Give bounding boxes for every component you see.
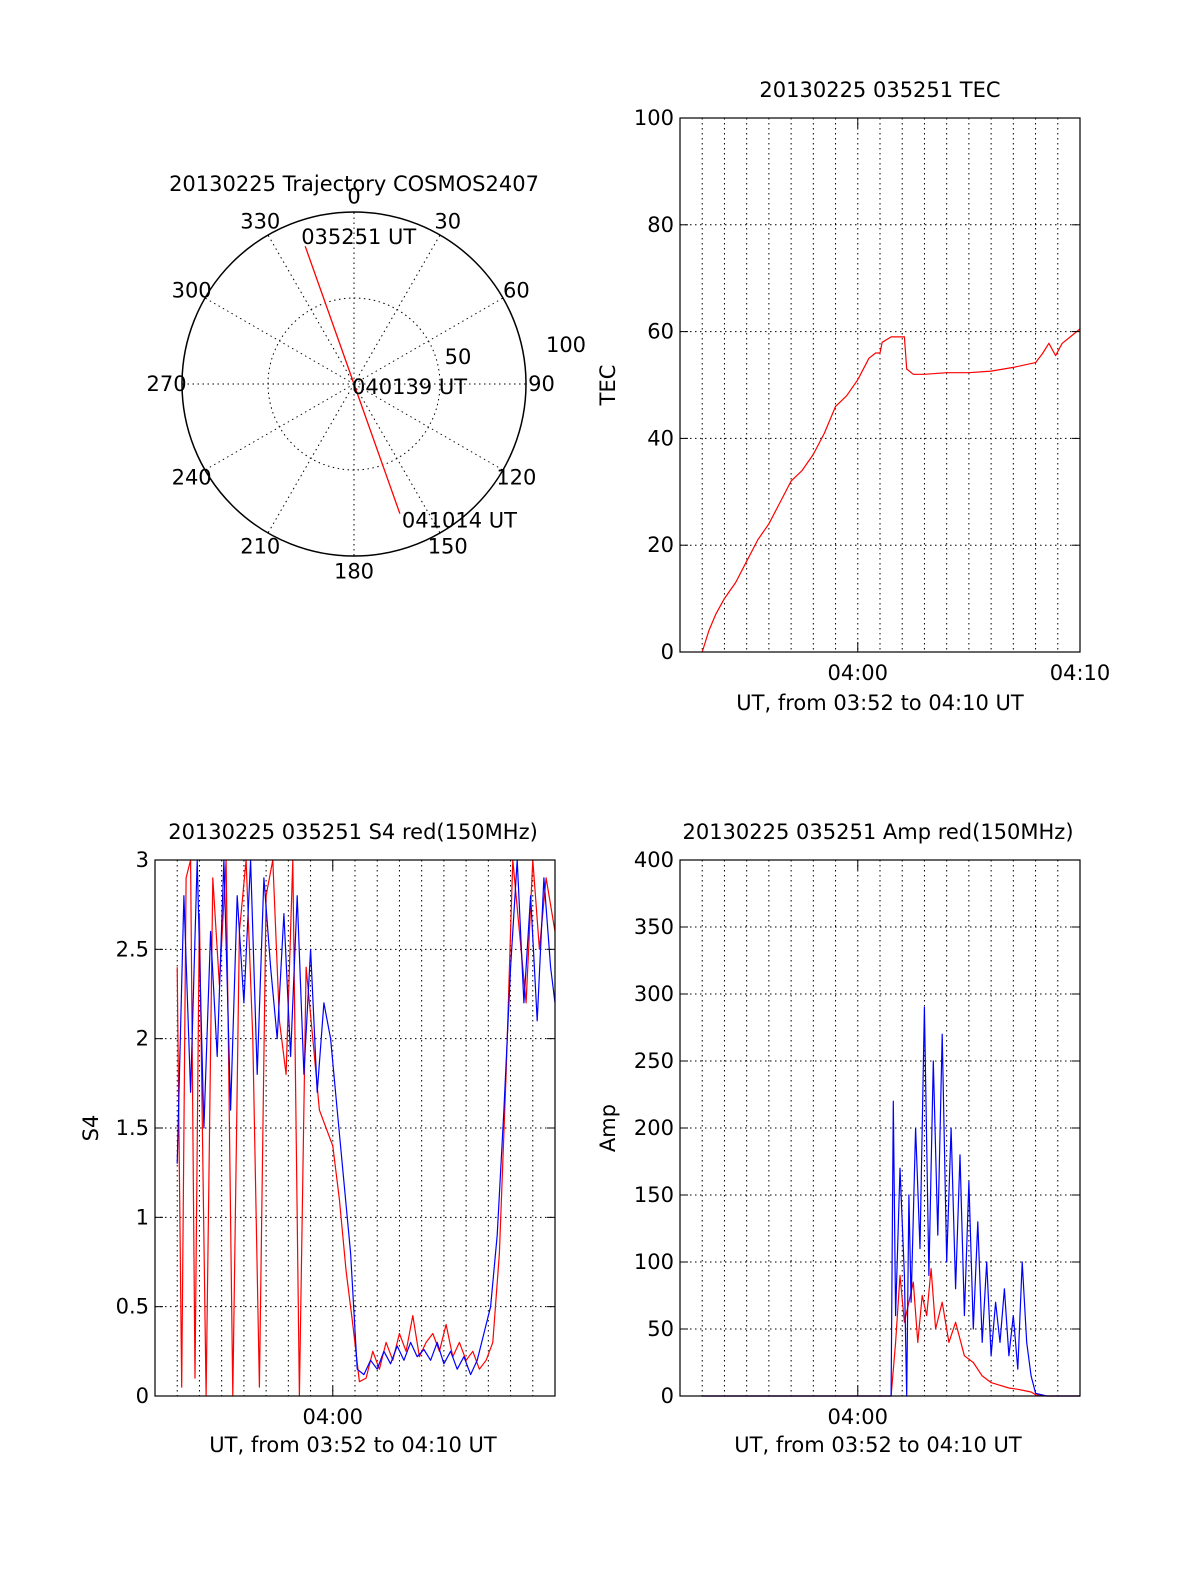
amp-ytick-label: 350	[634, 915, 674, 939]
tec-xtick-label: 04:00	[828, 661, 889, 685]
s4-ytick-label: 2.5	[116, 937, 149, 961]
tec-ytick-label: 60	[647, 320, 674, 344]
polar-angle-label: 240	[172, 466, 212, 490]
s4-series-line-1	[176, 859, 556, 1376]
polar-start-time-label: 035251 UT	[301, 225, 416, 249]
polar-spoke	[267, 383, 355, 534]
s4-ytick-label: 1	[136, 1205, 149, 1229]
polar-title: 20130225 Trajectory COSMOS2407	[169, 172, 539, 196]
s4-ytick-label: 0.5	[116, 1295, 149, 1319]
polar-spoke	[267, 234, 355, 385]
polar-end-time-label: 041014 UT	[402, 509, 517, 533]
polar-outer-circle	[181, 211, 527, 557]
tec-grid	[680, 118, 1080, 652]
tec-xlabel: UT, from 03:52 to 04:10 UT	[736, 691, 1024, 715]
polar-spoke	[353, 383, 441, 534]
polar-spoke	[204, 383, 355, 471]
s4-ticks: 0 0.5 1 1.5 2 2.5 3 04:00	[116, 848, 555, 1429]
polar-angle-label: 180	[334, 559, 374, 583]
polar-labels: 0 30 60 90 120 150 180 210 240 270 300 330 50 100	[146, 185, 586, 584]
polar-radial-label: 50	[445, 345, 472, 369]
polar-radial-label: 100	[546, 333, 586, 357]
s4-title: 20130225 035251 S4 red(150MHz)	[168, 820, 538, 844]
s4-xlabel: UT, from 03:52 to 04:10 UT	[209, 1433, 497, 1457]
s4-ytick-label: 3	[136, 848, 149, 872]
amp-frame	[679, 859, 1081, 1397]
amp-ytick-label: 300	[634, 982, 674, 1006]
tec-ytick-label: 20	[647, 533, 674, 557]
amp-series-line-0	[702, 1268, 1080, 1397]
tec-title: 20130225 035251 TEC	[759, 78, 1000, 102]
polar-angle-label: 150	[428, 534, 468, 558]
tec-xtick-label: 04:10	[1050, 661, 1111, 685]
s4-ytick-label: 2	[136, 1027, 149, 1051]
polar-angle-label: 300	[172, 278, 212, 302]
tec-ytick-label: 100	[634, 106, 674, 130]
amp-xtick-label: 04:00	[828, 1405, 889, 1429]
s4-ylabel: S4	[79, 1115, 103, 1142]
amp-ytick-label: 50	[647, 1317, 674, 1341]
tec-ylabel: TEC	[596, 365, 620, 407]
polar-spoke	[353, 234, 441, 385]
amp-ytick-label: 400	[634, 848, 674, 872]
polar-spoke	[353, 383, 504, 471]
tec-frame	[679, 117, 1081, 653]
polar-trajectory-line	[304, 245, 401, 514]
polar-angle-label: 30	[434, 210, 461, 234]
polar-mid-time-label: 040139 UT	[352, 375, 467, 399]
tec-plot-area	[701, 328, 1081, 653]
s4-panel: 20130225 035251 S4 red(150MHz) UT, from …	[79, 820, 556, 1457]
amp-ytick-label: 200	[634, 1116, 674, 1140]
polar-spoke	[353, 297, 504, 385]
amp-ytick-label: 150	[634, 1183, 674, 1207]
amp-ytick-label: 250	[634, 1049, 674, 1073]
amp-plot-area	[702, 1006, 1080, 1397]
tec-ytick-label: 80	[647, 213, 674, 237]
amp-ytick-label: 0	[661, 1384, 674, 1408]
tec-panel: 20130225 035251 TEC UT, from 03:52 to 04…	[596, 78, 1110, 715]
s4-series-line-0	[176, 859, 556, 1397]
s4-xtick-label: 04:00	[303, 1405, 364, 1429]
tec-series-line-0	[701, 328, 1081, 653]
polar-angle-label: 0	[347, 185, 360, 209]
polar-trajectory: 035251 UT 040139 UT 041014 UT	[301, 225, 517, 533]
polar-angle-label: 120	[496, 466, 536, 490]
tec-ytick-label: 0	[661, 640, 674, 664]
polar-angle-label: 60	[503, 278, 530, 302]
tec-ticks: 0 20 40 60 80 100 04:00 04:10	[634, 106, 1110, 685]
s4-plot-area	[176, 859, 556, 1397]
polar-trajectory-panel: 20130225 Trajectory COSMOS2407 0 30 60 90 12…	[146, 172, 586, 583]
amp-grid	[680, 860, 1080, 1396]
polar-angle-label: 90	[528, 372, 555, 396]
amp-title: 20130225 035251 Amp red(150MHz)	[682, 820, 1073, 844]
amp-ylabel: Amp	[596, 1104, 620, 1152]
s4-ytick-label: 0	[136, 1384, 149, 1408]
s4-grid	[155, 860, 555, 1396]
amp-ytick-label: 100	[634, 1250, 674, 1274]
amp-ticks: 0 50 100 150 200 250 300 350 400 04:00	[634, 848, 1080, 1429]
amp-panel: 20130225 035251 Amp red(150MHz) UT, from…	[596, 820, 1081, 1457]
polar-spoke	[204, 297, 355, 385]
polar-angle-label: 210	[240, 534, 280, 558]
polar-angle-label: 270	[146, 372, 186, 396]
amp-xlabel: UT, from 03:52 to 04:10 UT	[734, 1433, 1022, 1457]
polar-angle-label: 330	[240, 210, 280, 234]
tec-ytick-label: 40	[647, 426, 674, 450]
polar-grid	[181, 211, 527, 557]
s4-frame	[154, 859, 556, 1397]
amp-series-line-1	[702, 1006, 1080, 1397]
s4-ytick-label: 1.5	[116, 1116, 149, 1140]
